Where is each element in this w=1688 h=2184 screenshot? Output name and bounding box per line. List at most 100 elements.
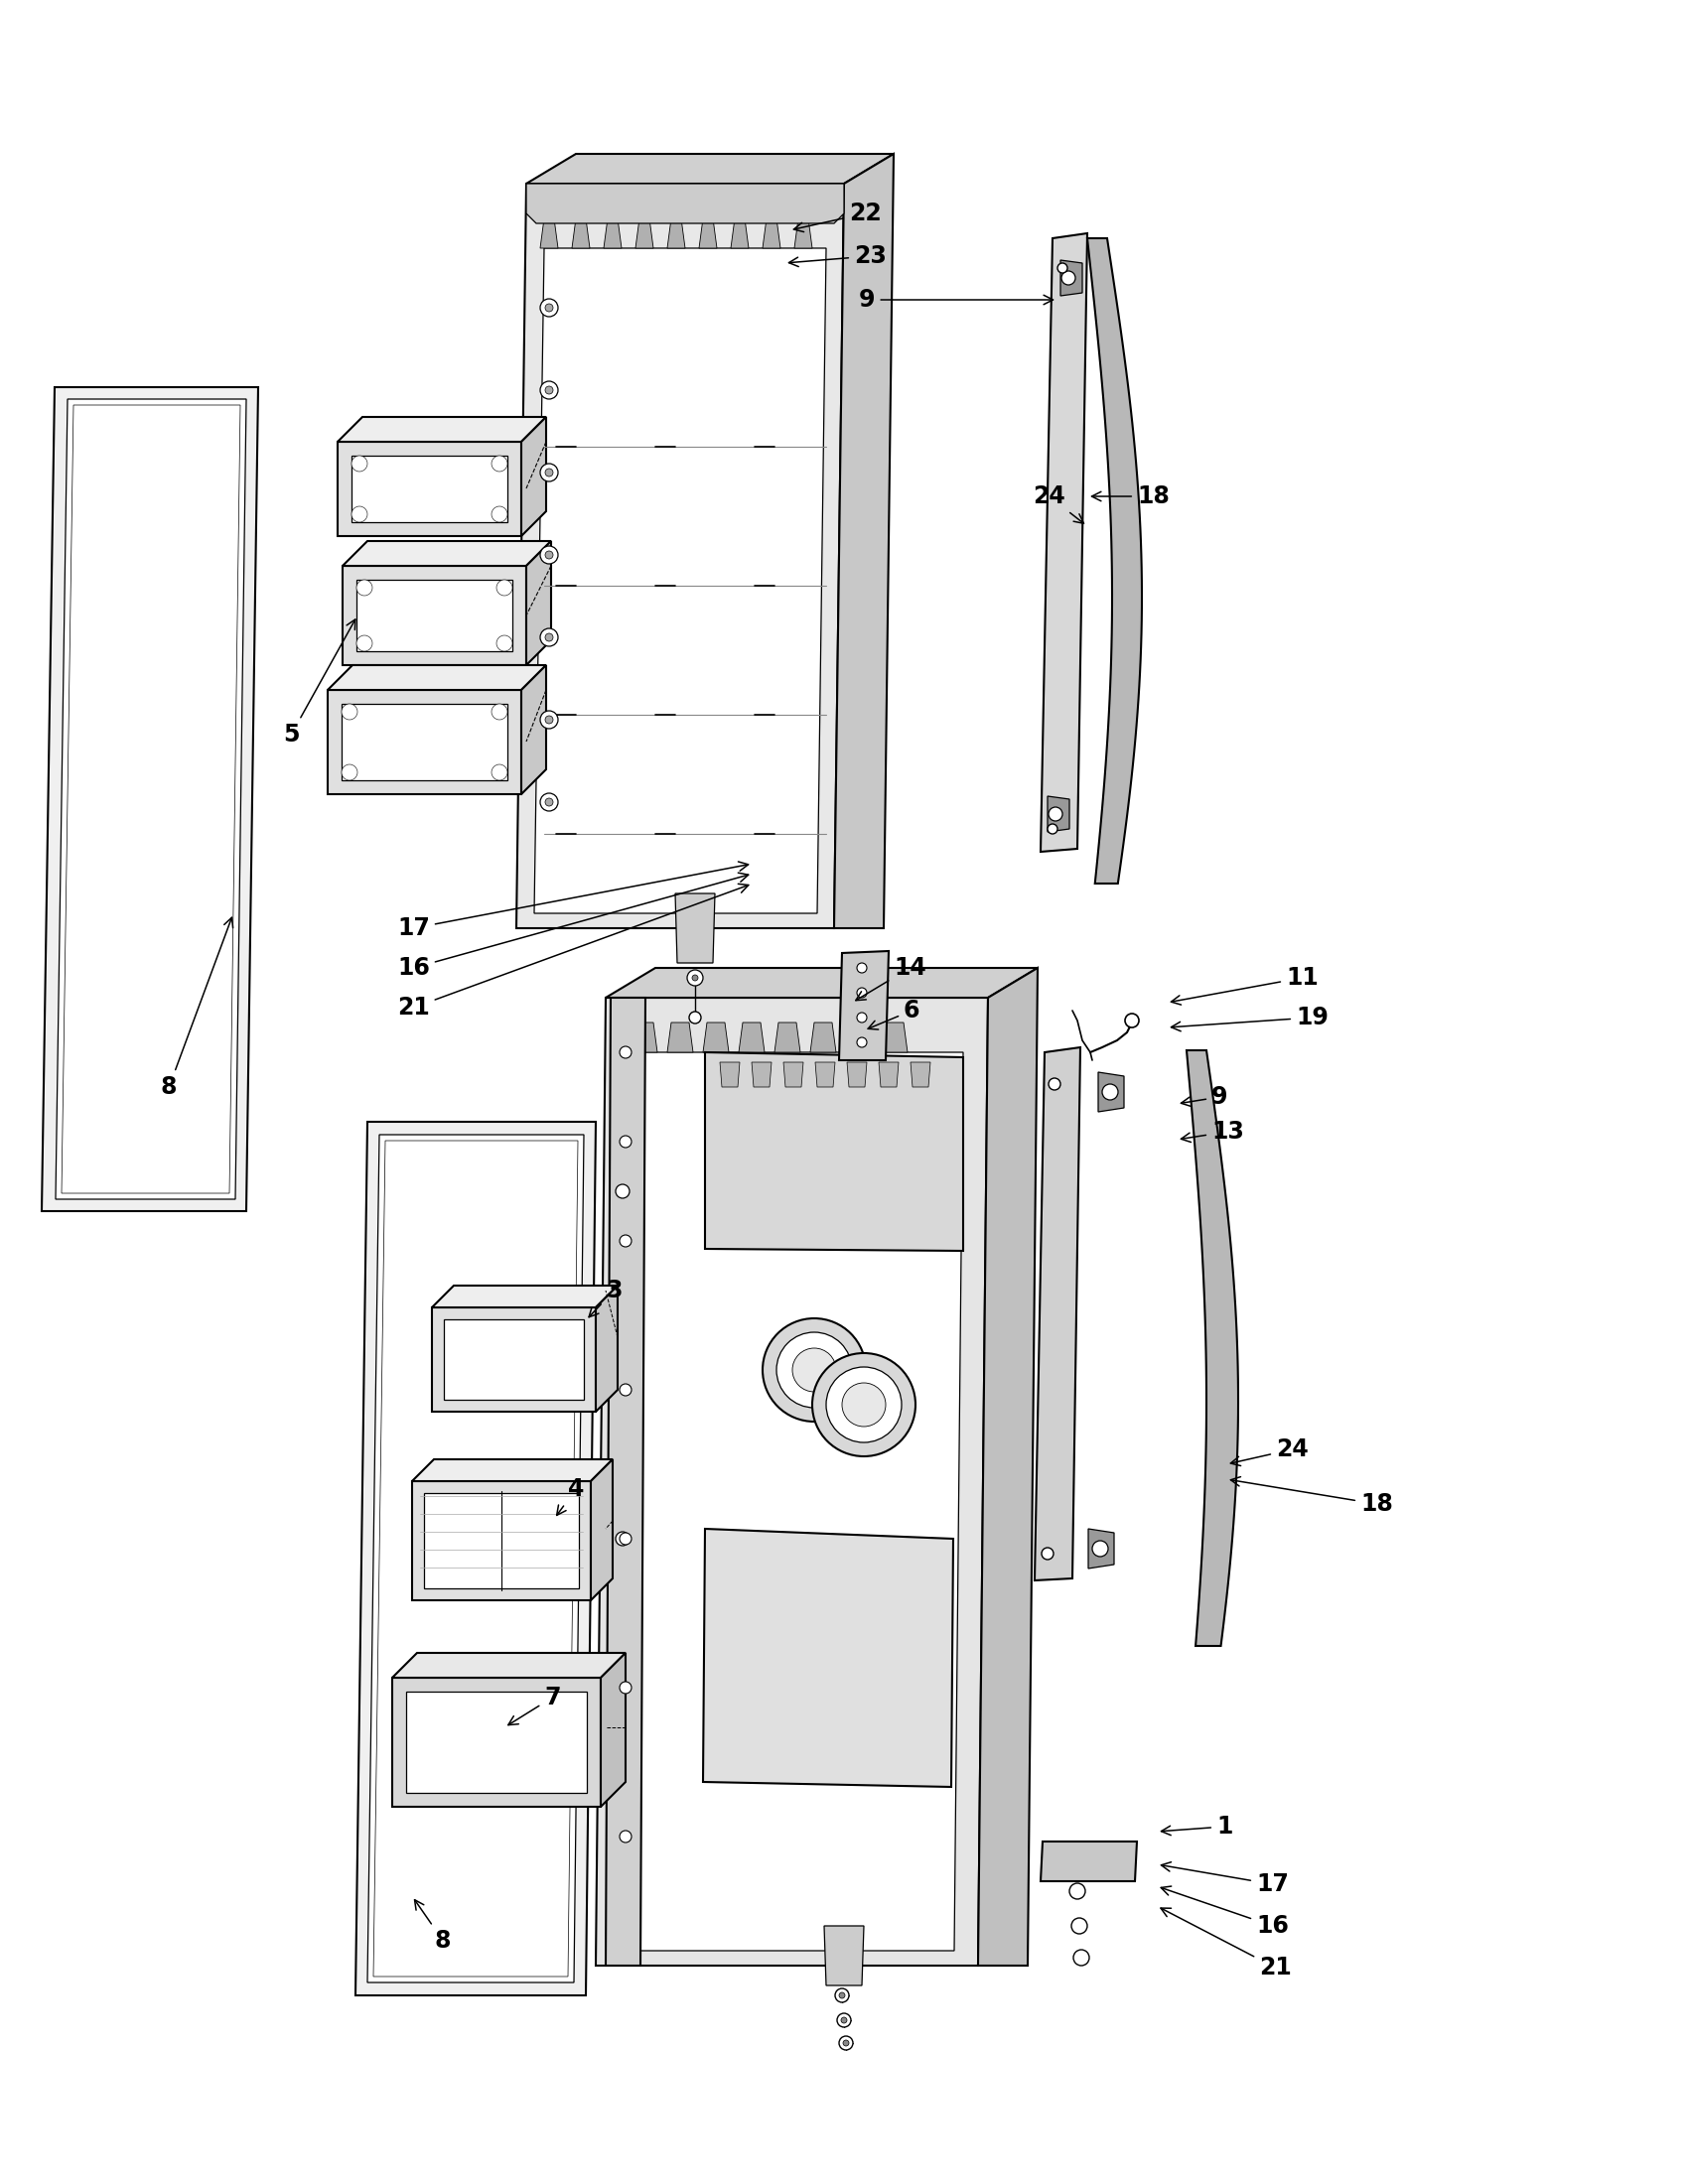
Circle shape <box>545 633 554 642</box>
Polygon shape <box>373 1140 577 1977</box>
Polygon shape <box>407 1693 587 1793</box>
Circle shape <box>692 974 699 981</box>
Polygon shape <box>356 1123 596 1996</box>
Polygon shape <box>522 666 547 795</box>
Circle shape <box>491 764 508 780</box>
Polygon shape <box>1099 1072 1124 1112</box>
Polygon shape <box>775 1022 800 1053</box>
Circle shape <box>491 456 508 472</box>
Polygon shape <box>1089 1529 1114 1568</box>
Polygon shape <box>699 218 717 249</box>
Polygon shape <box>606 998 645 1966</box>
Polygon shape <box>56 400 246 1199</box>
Circle shape <box>545 716 554 723</box>
Text: 8: 8 <box>160 917 233 1099</box>
Circle shape <box>356 636 373 651</box>
Polygon shape <box>596 1286 618 1411</box>
Polygon shape <box>540 218 559 249</box>
Polygon shape <box>327 666 547 690</box>
Polygon shape <box>343 566 527 666</box>
Circle shape <box>545 304 554 312</box>
Circle shape <box>837 2014 851 2027</box>
Circle shape <box>351 507 368 522</box>
Circle shape <box>858 963 868 972</box>
Circle shape <box>496 636 513 651</box>
Text: 9: 9 <box>859 288 1053 312</box>
Polygon shape <box>783 1061 803 1088</box>
Polygon shape <box>879 1061 898 1088</box>
Polygon shape <box>847 1061 868 1088</box>
Text: 23: 23 <box>788 245 886 269</box>
Text: 22: 22 <box>793 201 881 232</box>
Text: 21: 21 <box>397 885 748 1020</box>
Polygon shape <box>341 703 508 780</box>
Circle shape <box>619 1385 631 1396</box>
Polygon shape <box>368 1136 584 1983</box>
Text: 16: 16 <box>1161 1887 1288 1937</box>
Polygon shape <box>572 218 589 249</box>
Polygon shape <box>719 1061 739 1088</box>
Circle shape <box>540 793 559 810</box>
Polygon shape <box>667 1022 694 1053</box>
Circle shape <box>545 470 554 476</box>
Text: 7: 7 <box>508 1686 560 1725</box>
Circle shape <box>1074 1950 1089 1966</box>
Circle shape <box>1057 262 1067 273</box>
Circle shape <box>689 1011 701 1024</box>
Circle shape <box>1041 1548 1053 1559</box>
Circle shape <box>619 1830 631 1843</box>
Polygon shape <box>795 218 812 249</box>
Circle shape <box>540 546 559 563</box>
Polygon shape <box>424 1494 579 1588</box>
Polygon shape <box>910 1061 930 1088</box>
Polygon shape <box>675 893 716 963</box>
Polygon shape <box>606 968 1038 998</box>
Text: 18: 18 <box>1092 485 1170 509</box>
Polygon shape <box>834 153 893 928</box>
Text: 1: 1 <box>1161 1815 1232 1839</box>
Circle shape <box>491 703 508 721</box>
Text: 16: 16 <box>397 874 748 981</box>
Polygon shape <box>351 456 508 522</box>
Polygon shape <box>810 1022 836 1053</box>
Circle shape <box>1048 823 1057 834</box>
Circle shape <box>341 764 358 780</box>
Circle shape <box>842 1382 886 1426</box>
Polygon shape <box>1035 1048 1080 1581</box>
Polygon shape <box>61 404 240 1192</box>
Polygon shape <box>635 218 653 249</box>
Text: 3: 3 <box>589 1278 623 1317</box>
Circle shape <box>540 299 559 317</box>
Text: 14: 14 <box>856 957 927 1000</box>
Circle shape <box>792 1348 836 1391</box>
Text: 13: 13 <box>1182 1120 1244 1144</box>
Circle shape <box>619 1046 631 1059</box>
Polygon shape <box>739 1022 765 1053</box>
Polygon shape <box>881 1022 908 1053</box>
Circle shape <box>763 1319 866 1422</box>
Circle shape <box>1102 1083 1117 1101</box>
Text: 11: 11 <box>1171 965 1318 1005</box>
Polygon shape <box>527 183 844 223</box>
Circle shape <box>619 1234 631 1247</box>
Text: 9: 9 <box>1182 1085 1227 1109</box>
Text: 17: 17 <box>1161 1863 1288 1896</box>
Circle shape <box>1070 1883 1085 1900</box>
Polygon shape <box>343 542 550 566</box>
Circle shape <box>841 2018 847 2022</box>
Circle shape <box>839 2035 852 2051</box>
Polygon shape <box>327 690 522 795</box>
Text: 17: 17 <box>397 863 748 939</box>
Polygon shape <box>527 153 893 183</box>
Text: 21: 21 <box>1161 1909 1291 1979</box>
Polygon shape <box>667 218 685 249</box>
Polygon shape <box>596 998 987 1966</box>
Polygon shape <box>591 1459 613 1601</box>
Circle shape <box>776 1332 852 1409</box>
Text: 6: 6 <box>868 998 920 1029</box>
Circle shape <box>545 387 554 393</box>
Polygon shape <box>977 968 1038 1966</box>
Polygon shape <box>517 183 844 928</box>
Polygon shape <box>338 417 547 441</box>
Circle shape <box>545 797 554 806</box>
